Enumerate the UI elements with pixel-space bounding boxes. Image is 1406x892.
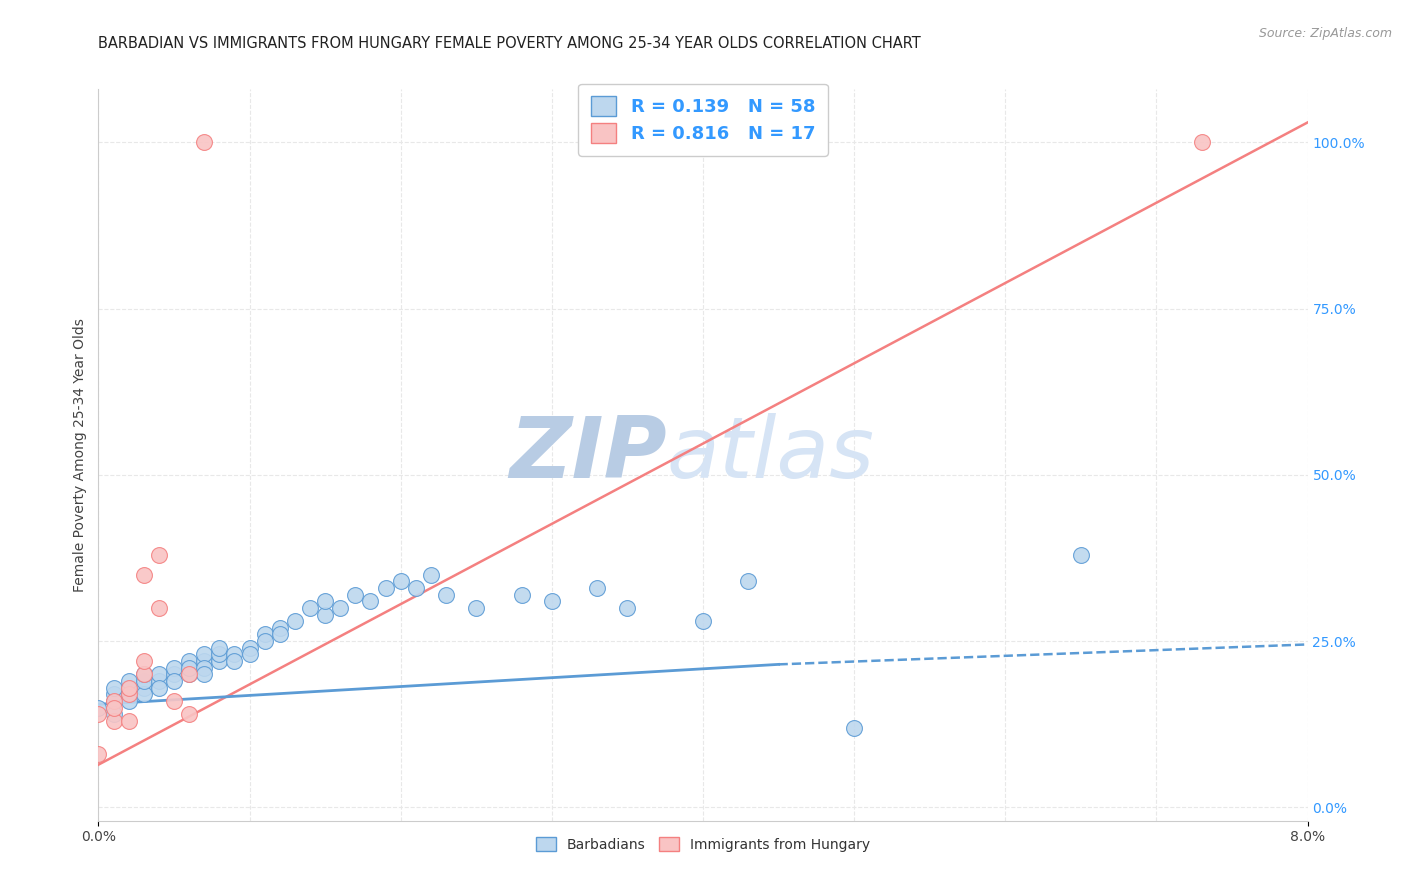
- Point: [405, 581, 427, 595]
- Point: [208, 640, 231, 655]
- Point: [87, 747, 110, 761]
- Point: [540, 594, 562, 608]
- Point: [193, 667, 215, 681]
- Text: BARBADIAN VS IMMIGRANTS FROM HUNGARY FEMALE POVERTY AMONG 25-34 YEAR OLDS CORREL: BARBADIAN VS IMMIGRANTS FROM HUNGARY FEM…: [98, 36, 921, 51]
- Point: [208, 648, 231, 662]
- Point: [179, 654, 201, 668]
- Point: [314, 594, 336, 608]
- Point: [434, 588, 457, 602]
- Point: [148, 548, 170, 562]
- Point: [465, 600, 488, 615]
- Point: [844, 721, 866, 735]
- Legend: Barbadians, Immigrants from Hungary: Barbadians, Immigrants from Hungary: [530, 831, 876, 857]
- Point: [87, 700, 110, 714]
- Point: [692, 614, 714, 628]
- Point: [253, 634, 276, 648]
- Point: [586, 581, 609, 595]
- Text: ZIP: ZIP: [509, 413, 666, 497]
- Point: [179, 667, 201, 681]
- Point: [193, 648, 215, 662]
- Point: [420, 567, 443, 582]
- Point: [132, 567, 155, 582]
- Point: [103, 700, 125, 714]
- Point: [132, 687, 155, 701]
- Point: [103, 694, 125, 708]
- Point: [103, 694, 125, 708]
- Point: [103, 707, 125, 722]
- Point: [616, 600, 638, 615]
- Point: [118, 694, 141, 708]
- Point: [148, 673, 170, 688]
- Point: [148, 600, 170, 615]
- Point: [269, 621, 291, 635]
- Point: [374, 581, 396, 595]
- Y-axis label: Female Poverty Among 25-34 Year Olds: Female Poverty Among 25-34 Year Olds: [73, 318, 87, 592]
- Point: [299, 600, 322, 615]
- Point: [360, 594, 382, 608]
- Point: [269, 627, 291, 641]
- Text: atlas: atlas: [666, 413, 875, 497]
- Text: Source: ZipAtlas.com: Source: ZipAtlas.com: [1258, 27, 1392, 40]
- Point: [148, 667, 170, 681]
- Point: [1191, 136, 1213, 150]
- Point: [103, 714, 125, 728]
- Point: [737, 574, 759, 589]
- Point: [132, 681, 155, 695]
- Point: [224, 654, 246, 668]
- Point: [193, 661, 215, 675]
- Point: [239, 648, 262, 662]
- Point: [163, 694, 186, 708]
- Point: [87, 707, 110, 722]
- Point: [208, 654, 231, 668]
- Point: [389, 574, 412, 589]
- Point: [132, 654, 155, 668]
- Point: [193, 654, 215, 668]
- Point: [132, 667, 155, 681]
- Point: [118, 687, 141, 701]
- Point: [118, 673, 141, 688]
- Point: [103, 681, 125, 695]
- Point: [179, 661, 201, 675]
- Point: [132, 673, 155, 688]
- Point: [132, 667, 155, 681]
- Point: [193, 136, 215, 150]
- Point: [783, 136, 806, 150]
- Point: [179, 707, 201, 722]
- Point: [314, 607, 336, 622]
- Point: [284, 614, 307, 628]
- Point: [103, 687, 125, 701]
- Point: [344, 588, 367, 602]
- Point: [329, 600, 352, 615]
- Point: [118, 687, 141, 701]
- Point: [118, 681, 141, 695]
- Point: [118, 714, 141, 728]
- Point: [148, 681, 170, 695]
- Point: [239, 640, 262, 655]
- Point: [224, 648, 246, 662]
- Point: [179, 667, 201, 681]
- Point: [510, 588, 533, 602]
- Point: [163, 673, 186, 688]
- Point: [1070, 548, 1092, 562]
- Point: [253, 627, 276, 641]
- Point: [163, 667, 186, 681]
- Point: [163, 661, 186, 675]
- Point: [118, 681, 141, 695]
